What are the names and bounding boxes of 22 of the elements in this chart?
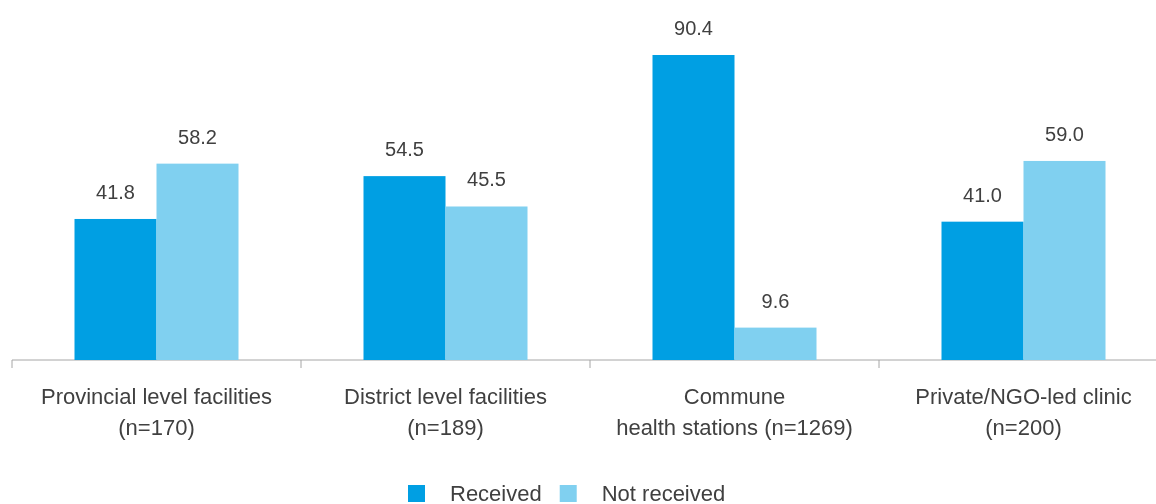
- x-tick-label: Private/NGO-led clinic (n=200): [915, 384, 1132, 440]
- data-label: 59.0: [1045, 122, 1084, 145]
- data-label: 54.5: [385, 138, 424, 161]
- bar: [363, 176, 446, 360]
- data-label: 58.2: [178, 125, 217, 148]
- legend-label: Received: [450, 481, 542, 504]
- x-tick-label: District level facilities (n=189): [344, 384, 547, 440]
- bar: [74, 218, 157, 360]
- data-label: 41.0: [963, 183, 1002, 206]
- x-tick-label: Provincial level facilities (n=170): [40, 384, 273, 440]
- x-tick-label: Commune health stations (n=1269): [616, 384, 853, 440]
- data-label: 90.4: [674, 17, 713, 39]
- legend-label: Not received: [601, 481, 726, 504]
- bar: [445, 206, 528, 360]
- data-label: 41.8: [96, 180, 135, 203]
- bar: [941, 221, 1024, 360]
- bar: [156, 163, 239, 360]
- bar: [734, 327, 817, 360]
- bar: [652, 55, 735, 360]
- data-label: 45.5: [467, 168, 506, 191]
- bar: [1023, 160, 1106, 360]
- data-label: 9.6: [761, 289, 790, 312]
